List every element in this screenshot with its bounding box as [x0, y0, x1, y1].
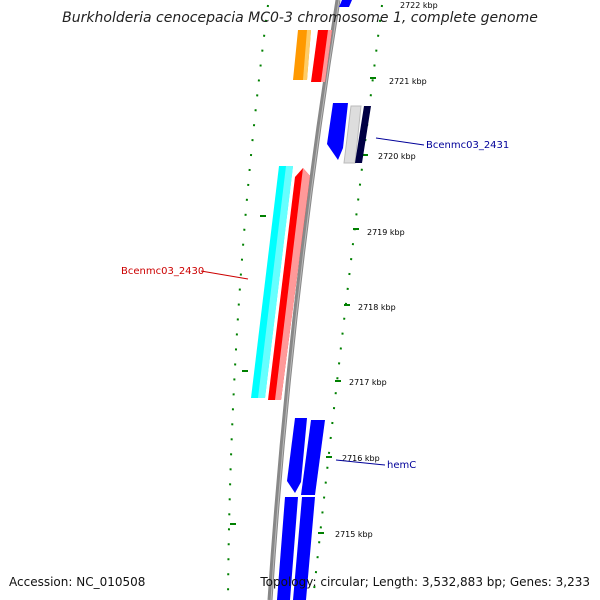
- gene-arrow-cyan-shade: [258, 166, 293, 398]
- tick-label: 2721 kbp: [389, 77, 427, 86]
- genome-summary: Topology: circular; Length: 3,532,883 bp…: [260, 575, 590, 589]
- chromosome-backbone: [267, 0, 341, 600]
- gene-arrow-blue-hemc[interactable]: [287, 418, 307, 493]
- tick-label: 2719 kbp: [367, 228, 405, 237]
- label-connector-hemc: [335, 459, 386, 466]
- tick-label: 2715 kbp: [335, 530, 373, 539]
- tick-label: 2718 kbp: [358, 303, 396, 312]
- gene-label-bcenmc03-2430[interactable]: Bcenmc03_2430: [121, 266, 204, 277]
- gene-arrow-navy[interactable]: [355, 106, 371, 163]
- label-connector-bcenmc03-2431: [375, 137, 425, 146]
- tick-label: 2716 kbp: [342, 454, 380, 463]
- tick-label: 2722 kbp: [400, 1, 438, 10]
- gene-arrow-red-top-shade: [321, 30, 332, 82]
- backbone-highlight: [270, 0, 340, 600]
- gene-arrow-blue-bottom-2[interactable]: [293, 497, 315, 600]
- gene-label-bcenmc03-2431[interactable]: Bcenmc03_2431: [426, 140, 509, 151]
- gene-label-hemc[interactable]: hemC: [387, 460, 416, 471]
- gene-arrow-orange-shade: [303, 30, 311, 80]
- label-connector-bcenmc03-2430: [200, 270, 249, 280]
- map-title: Burkholderia cenocepacia MC0-3 chromosom…: [62, 10, 538, 26]
- accession-label: Accession: NC_010508: [9, 575, 146, 589]
- left-dotted-guide: [227, 4, 269, 600]
- tick-label: 2720 kbp: [378, 152, 416, 161]
- gene-arrow-blue-cluster[interactable]: [327, 103, 348, 160]
- gene-arrow-blue-hemc-2[interactable]: [301, 420, 325, 495]
- tick-label: 2717 kbp: [349, 378, 387, 387]
- gene-arrow-blue-bottom[interactable]: [277, 497, 298, 600]
- gene-arrow-top-blue[interactable]: [339, 0, 352, 7]
- gene-arrow-red-long-shade: [275, 168, 310, 400]
